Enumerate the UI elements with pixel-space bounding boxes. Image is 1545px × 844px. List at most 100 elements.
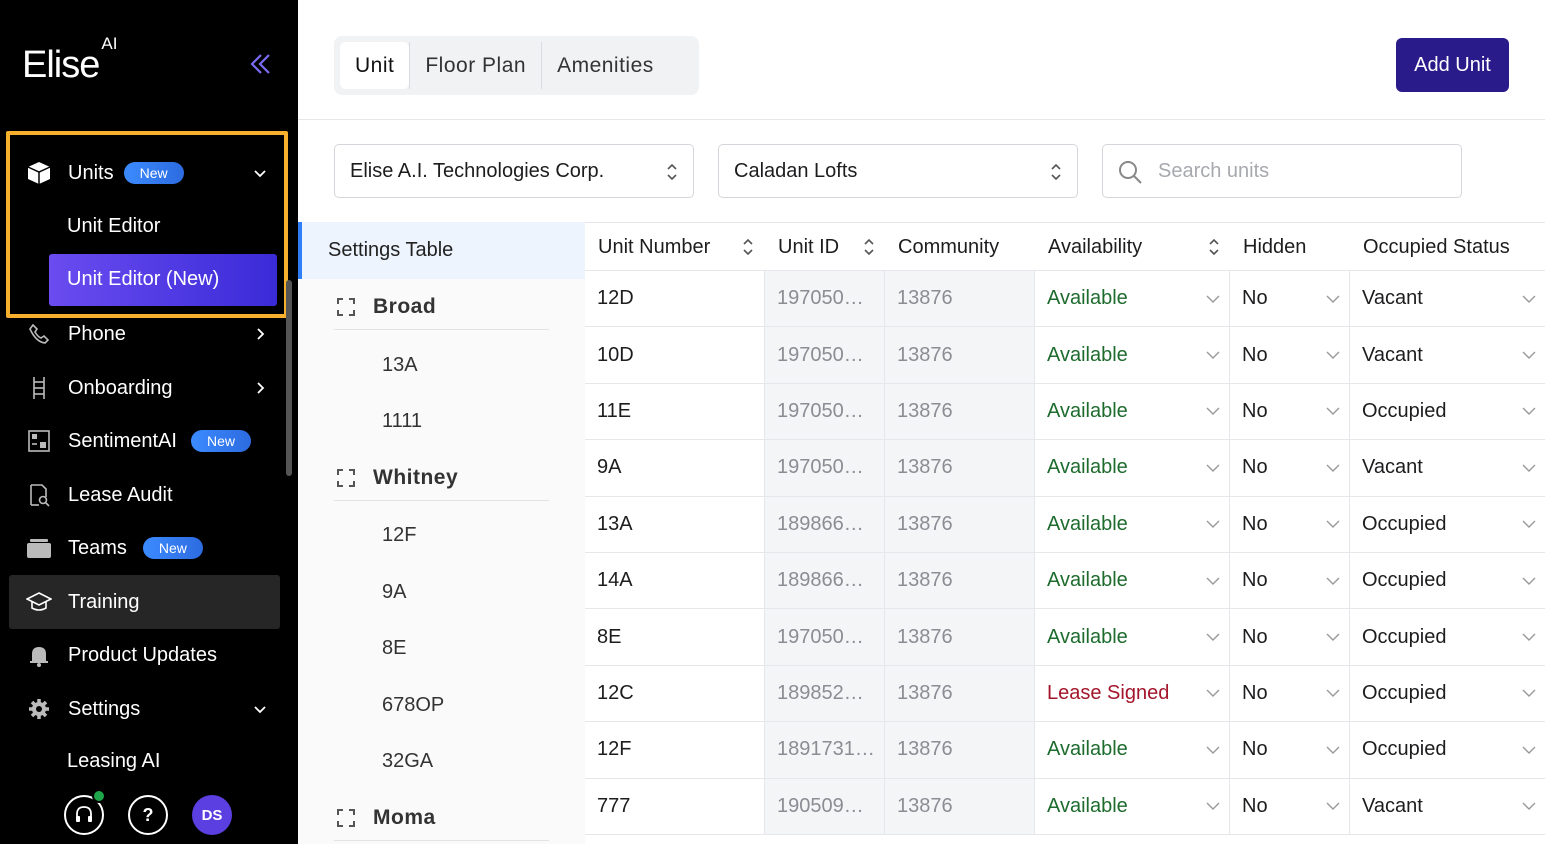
tree-leaf[interactable]: 1111	[382, 410, 423, 432]
table-row[interactable]: 10D 197050… 13876 Available No Vacant	[585, 327, 1545, 384]
support-headset-button[interactable]	[64, 789, 106, 835]
chevron-down-icon[interactable]	[1521, 632, 1537, 642]
cell-hidden[interactable]: No	[1230, 552, 1350, 609]
group-select-icon[interactable]	[337, 809, 355, 827]
chevron-down-icon[interactable]	[1521, 745, 1537, 755]
cell-hidden[interactable]: No	[1230, 327, 1350, 383]
chevron-down-icon[interactable]	[1205, 576, 1221, 586]
cell-availability[interactable]: Available	[1035, 327, 1230, 383]
group-select-icon[interactable]	[337, 469, 355, 487]
chevron-down-icon[interactable]	[1205, 406, 1221, 416]
table-row[interactable]: 9A 197050… 13876 Available No Vacant	[585, 440, 1545, 497]
col-unit-number[interactable]: Unit Number	[598, 236, 711, 258]
sort-icon[interactable]	[742, 237, 754, 257]
table-row[interactable]: 13A 189866… 13876 Available No Occupied	[585, 496, 1545, 553]
chevron-down-icon[interactable]	[1205, 519, 1221, 529]
chevron-down-icon[interactable]	[1521, 294, 1537, 304]
cell-hidden[interactable]: No	[1230, 778, 1350, 834]
tab-unit[interactable]: Unit	[340, 42, 410, 89]
table-row[interactable]: 14A 189866… 13876 Available No Occupied	[585, 552, 1545, 610]
chevron-down-icon[interactable]	[1325, 688, 1341, 698]
cell-availability[interactable]: Available	[1035, 383, 1230, 440]
chevron-down-icon[interactable]	[1521, 688, 1537, 698]
chevron-down-icon[interactable]	[1521, 576, 1537, 586]
cell-hidden[interactable]: No	[1230, 496, 1350, 552]
sidebar-item-lease-audit[interactable]: Lease Audit	[0, 470, 290, 520]
cell-availability[interactable]: Available	[1035, 496, 1230, 552]
settings-table-header[interactable]: Settings Table	[298, 222, 585, 279]
cell-availability[interactable]: Available	[1035, 722, 1230, 778]
col-hidden[interactable]: Hidden	[1243, 236, 1307, 258]
chevron-down-icon[interactable]	[1205, 632, 1221, 642]
table-row[interactable]: 12F 1891731… 13876 Available No Occupied	[585, 722, 1545, 779]
sidebar-item-unit-editor-new[interactable]: Unit Editor (New)	[67, 268, 220, 290]
table-row[interactable]: 12D 197050… 13876 Available No Vacant	[585, 271, 1545, 328]
chevron-down-icon[interactable]	[1325, 801, 1341, 811]
tree-leaf[interactable]: 32GA	[382, 750, 434, 772]
avatar[interactable]: DS	[192, 795, 232, 835]
cell-availability[interactable]: Lease Signed	[1035, 665, 1230, 722]
sidebar-item-units[interactable]: Units New	[0, 148, 290, 198]
chevron-down-icon[interactable]	[1325, 463, 1341, 473]
cell-occupied-status[interactable]: Vacant	[1350, 327, 1545, 382]
col-occupied-status[interactable]: Occupied Status	[1363, 236, 1510, 258]
cell-occupied-status[interactable]: Vacant	[1350, 779, 1545, 834]
chevron-down-icon[interactable]	[1205, 801, 1221, 811]
cell-hidden[interactable]: No	[1230, 440, 1350, 496]
tree-leaf[interactable]: 13A	[382, 354, 418, 376]
sidebar-item-teams[interactable]: Teams New	[0, 523, 290, 573]
cell-availability[interactable]: Available	[1035, 609, 1230, 665]
tab-amenities[interactable]: Amenities	[557, 53, 654, 77]
chevron-down-icon[interactable]	[1205, 350, 1221, 360]
chevron-down-icon[interactable]	[1521, 350, 1537, 360]
chevron-down-icon[interactable]	[1325, 294, 1341, 304]
chevron-down-icon[interactable]	[252, 165, 268, 181]
chevron-down-icon[interactable]	[1521, 801, 1537, 811]
chevron-down-icon[interactable]	[1205, 463, 1221, 473]
sidebar-item-product-updates[interactable]: Product Updates	[0, 630, 290, 680]
chevron-down-icon[interactable]	[1205, 688, 1221, 698]
chevron-down-icon[interactable]	[1325, 519, 1341, 529]
cell-occupied-status[interactable]: Vacant	[1350, 271, 1545, 326]
col-unit-id[interactable]: Unit ID	[778, 236, 840, 258]
sidebar-item-settings[interactable]: Settings	[0, 684, 290, 734]
cell-occupied-status[interactable]: Occupied	[1350, 666, 1545, 721]
cell-availability[interactable]: Available	[1035, 778, 1230, 834]
table-row[interactable]: 8E 197050… 13876 Available No Occupied	[585, 609, 1545, 666]
cell-hidden[interactable]: No	[1230, 722, 1350, 778]
sidebar-item-onboarding[interactable]: Onboarding	[0, 363, 290, 413]
tree-leaf[interactable]: 9A	[382, 581, 407, 603]
tree-leaf[interactable]: 8E	[382, 637, 407, 659]
col-availability[interactable]: Availability	[1048, 236, 1143, 258]
cell-hidden[interactable]: No	[1230, 665, 1350, 722]
sidebar-item-phone[interactable]: Phone	[0, 309, 290, 359]
cell-availability[interactable]: Available	[1035, 271, 1230, 327]
chevron-down-icon[interactable]	[1325, 406, 1341, 416]
cell-availability[interactable]: Available	[1035, 440, 1230, 496]
tree-group-moma[interactable]: Moma	[334, 796, 549, 841]
table-row[interactable]: 777 190509… 13876 Available No Vacant	[585, 778, 1545, 835]
cell-hidden[interactable]: No	[1230, 383, 1350, 440]
tree-leaf[interactable]: 12F	[382, 524, 417, 546]
sidebar-item-training[interactable]: Training	[0, 577, 290, 627]
cell-occupied-status[interactable]: Occupied	[1350, 384, 1545, 439]
cell-occupied-status[interactable]: Occupied	[1350, 497, 1545, 552]
community-select[interactable]: Caladan Lofts	[718, 144, 1078, 198]
chevron-down-icon[interactable]	[1205, 745, 1221, 755]
sidebar-item-unit-editor[interactable]: Unit Editor	[67, 215, 161, 237]
chevron-down-icon[interactable]	[1205, 294, 1221, 304]
chevron-down-icon[interactable]	[1325, 745, 1341, 755]
cell-occupied-status[interactable]: Occupied	[1350, 553, 1545, 608]
tree-group-whitney[interactable]: Whitney	[334, 456, 549, 501]
table-row[interactable]: 12C 189852… 13876 Lease Signed No Occupied	[585, 665, 1545, 723]
chevron-down-icon[interactable]	[1325, 350, 1341, 360]
cell-availability[interactable]: Available	[1035, 552, 1230, 609]
col-community[interactable]: Community	[898, 236, 1000, 258]
brand-logo[interactable]: EliseAI	[22, 34, 118, 86]
cell-hidden[interactable]: No	[1230, 271, 1350, 327]
chevron-down-icon[interactable]	[252, 701, 268, 717]
tab-floor-plan[interactable]: Floor Plan	[425, 53, 527, 77]
group-select-icon[interactable]	[337, 298, 355, 316]
sort-icon[interactable]	[1208, 237, 1220, 257]
cell-occupied-status[interactable]: Vacant	[1350, 440, 1545, 495]
